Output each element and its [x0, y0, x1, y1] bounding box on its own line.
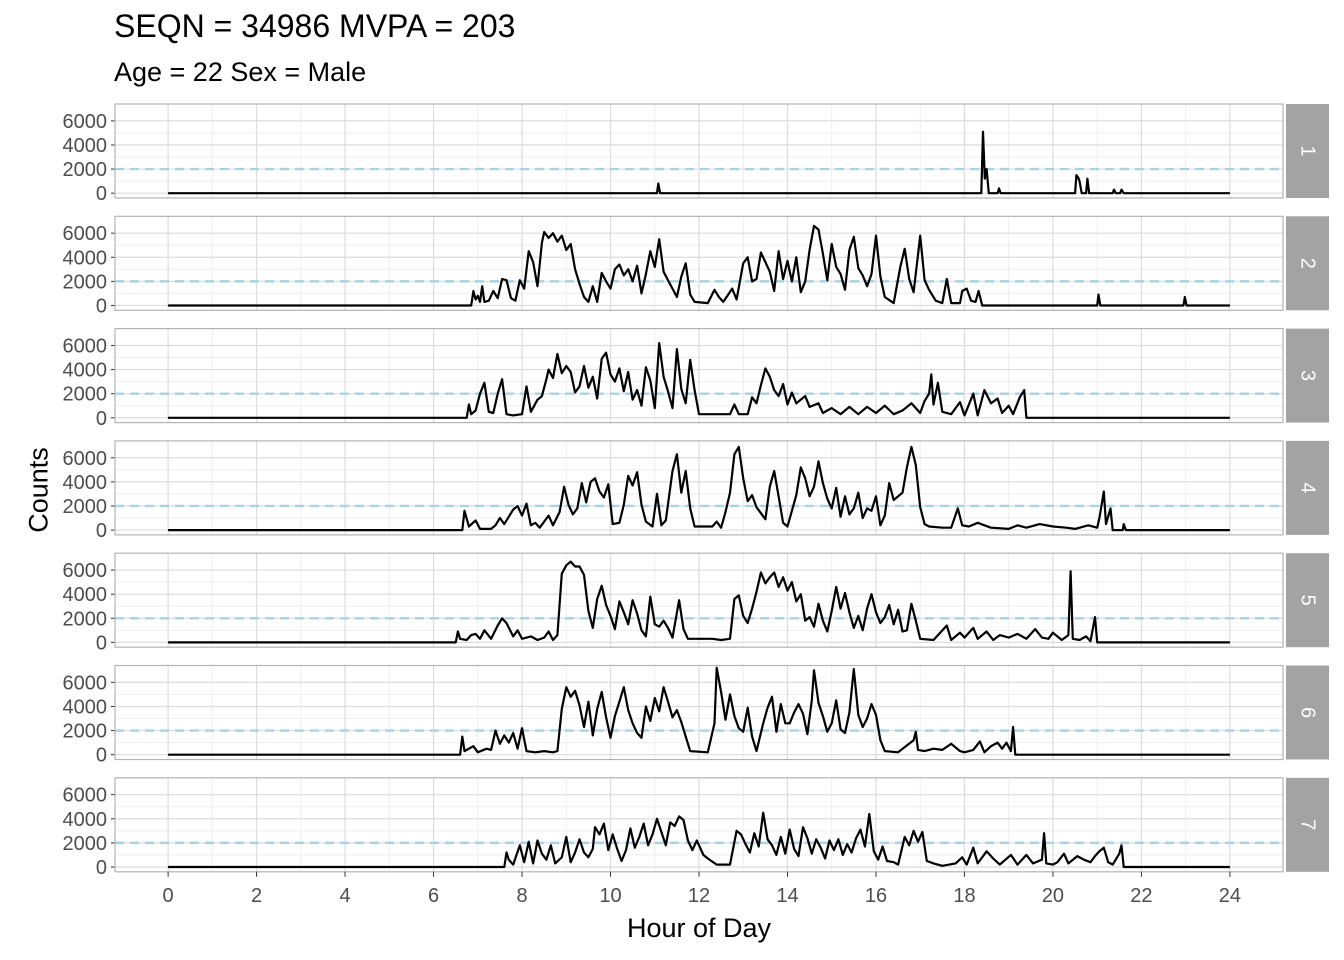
y-tick-label: 6000 [63, 111, 108, 133]
counts-series-line-2 [168, 224, 1230, 307]
x-tick-label: 18 [953, 885, 975, 907]
facet-strip [1286, 665, 1329, 760]
x-tick-label: 12 [688, 885, 710, 907]
y-tick-label: 0 [96, 745, 107, 767]
chart-subtitle: Age = 22 Sex = Male [114, 57, 367, 87]
y-tick-label: 6000 [63, 448, 108, 470]
counts-series-line-7 [168, 811, 1230, 869]
panel-border [114, 328, 1284, 424]
y-tick-label: 6000 [63, 672, 108, 694]
y-tick-label: 0 [96, 183, 107, 205]
y-tick-label: 2000 [63, 608, 108, 630]
facet-strip-label: 3 [1297, 370, 1319, 381]
y-tick-label: 2000 [63, 496, 108, 518]
y-tick-label: 4000 [63, 472, 108, 494]
y-tick-label: 6000 [63, 223, 108, 245]
facet-strip [1286, 777, 1329, 872]
x-tick-label: 2 [251, 885, 262, 907]
y-tick-label: 0 [96, 632, 107, 654]
facet-strip-label: 6 [1297, 707, 1319, 718]
y-tick-label: 4000 [63, 696, 108, 718]
facet-strip-label: 4 [1297, 482, 1319, 493]
x-tick-label: 6 [428, 885, 439, 907]
y-tick-label: 4000 [63, 247, 108, 269]
y-tick-label: 0 [96, 408, 107, 430]
y-tick-label: 6000 [63, 785, 108, 807]
y-tick-label: 4000 [63, 809, 108, 831]
x-tick-label: 14 [776, 885, 798, 907]
facet-strip-label: 7 [1297, 819, 1319, 830]
counts-series-line-3 [168, 342, 1230, 419]
y-tick-label: 4000 [63, 584, 108, 606]
facet-strip [1286, 553, 1329, 648]
y-tick-label: 2000 [63, 159, 108, 181]
y-tick-label: 2000 [63, 271, 108, 293]
x-tick-label: 22 [1130, 885, 1152, 907]
facet-strip-label: 2 [1297, 258, 1319, 269]
chart-title: SEQN = 34986 MVPA = 203 [114, 8, 516, 44]
x-tick-label: 8 [516, 885, 527, 907]
x-tick-label: 4 [339, 885, 350, 907]
y-tick-label: 0 [96, 295, 107, 317]
x-tick-label: 10 [599, 885, 621, 907]
panel-border [114, 215, 1284, 311]
panel-border [114, 552, 1284, 648]
y-tick-label: 2000 [63, 833, 108, 855]
counts-series-line-6 [168, 666, 1230, 756]
facet-strip [1286, 440, 1329, 535]
y-tick-label: 0 [96, 520, 107, 542]
counts-series-line-5 [168, 560, 1230, 644]
panel-border [114, 440, 1284, 536]
counts-series-line-4 [168, 445, 1230, 532]
y-tick-label: 6000 [63, 560, 108, 582]
y-tick-label: 2000 [63, 721, 108, 743]
x-axis-label: Hour of Day [626, 913, 772, 943]
panel-border [114, 103, 1284, 199]
x-tick-label: 0 [163, 885, 174, 907]
x-tick-label: 24 [1219, 885, 1241, 907]
facet-strip [1286, 104, 1329, 198]
facet-strip-label: 1 [1297, 145, 1319, 156]
facet-strip-label: 5 [1297, 595, 1319, 606]
x-tick-label: 20 [1042, 885, 1064, 907]
y-tick-label: 0 [96, 857, 107, 879]
facet-strip [1286, 328, 1329, 423]
panel-border [114, 664, 1284, 761]
y-tick-label: 4000 [63, 360, 108, 382]
y-tick-label: 6000 [63, 335, 108, 357]
x-tick-label: 16 [865, 885, 887, 907]
facet-strip [1286, 216, 1329, 311]
counts-series-line-1 [168, 130, 1230, 195]
y-tick-label: 4000 [63, 135, 108, 157]
y-tick-label: 2000 [63, 384, 108, 406]
